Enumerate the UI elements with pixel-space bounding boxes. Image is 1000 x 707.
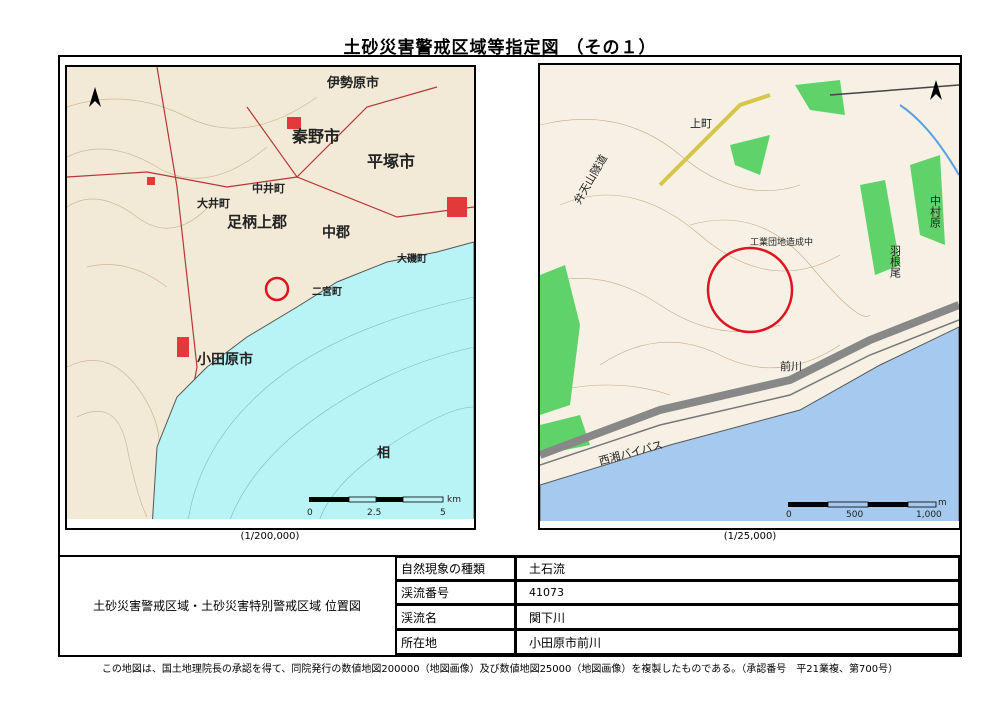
map-label: 工業団地造成中 — [750, 236, 813, 248]
map-label: 大磯町 — [397, 252, 427, 265]
north-arrow-icon — [930, 80, 942, 100]
location-marker-circle — [264, 276, 290, 302]
map-label: 二宮町 — [312, 285, 342, 298]
map-label: 中郡 — [322, 224, 350, 241]
map-label: 大井町 — [197, 196, 230, 210]
north-arrow-icon — [89, 87, 101, 107]
right-scale-caption: (1/25,000) — [723, 531, 777, 542]
detail-map[interactable]: 上町 工業団地造成中 前川 西湘バイパス 中村原 羽根尾 弁天山隧道 0 500 1… — [538, 63, 961, 530]
overview-map[interactable]: 伊勢原市 秦野市 平塚市 足柄上郡 中郡 大磯町 二宮町 小田原市 中井町 大井… — [65, 65, 476, 530]
map-label: 前川 — [780, 359, 802, 373]
map-label: 中村原 — [929, 195, 942, 228]
map-label: 足柄上郡 — [227, 213, 287, 231]
table-heading: 土砂災害警戒区域・土砂災害特別警戒区域 位置図 — [93, 599, 361, 613]
svg-text:m: m — [938, 498, 947, 508]
svg-text:0: 0 — [307, 508, 313, 518]
row-label: 所在地 — [395, 629, 516, 655]
map-label: 羽根尾 — [889, 245, 902, 278]
svg-text:0: 0 — [786, 510, 792, 520]
row-value: 関下川 — [515, 604, 960, 630]
location-marker-circle — [706, 246, 794, 334]
map-label: 相 — [377, 445, 390, 461]
scale-bar: 0 2.5 5km — [307, 495, 461, 518]
svg-text:2.5: 2.5 — [367, 508, 381, 518]
row-label: 渓流番号 — [395, 580, 516, 605]
row-value: 41073 — [515, 580, 960, 605]
page-title: 土砂災害警戒区域等指定図 （その１） — [343, 38, 657, 58]
map-label: 小田原市 — [197, 351, 253, 368]
row-value: 小田原市前川 — [515, 629, 960, 655]
document-frame — [58, 55, 962, 657]
svg-text:5: 5 — [440, 508, 446, 518]
copyright-footer: この地図は、国土地理院長の承認を得て、同院発行の数値地図200000（地図画像）… — [101, 664, 899, 675]
svg-text:km: km — [447, 495, 461, 505]
row-label: 自然現象の種類 — [395, 556, 516, 581]
row-value: 土石流 — [515, 556, 960, 581]
map-label: 平塚市 — [367, 152, 415, 171]
map-label: 中井町 — [252, 181, 285, 195]
scale-bar: 0 500 1,000 m — [786, 498, 947, 520]
row-label: 渓流名 — [395, 604, 516, 630]
map-label: 秦野市 — [291, 127, 340, 146]
svg-text:1,000: 1,000 — [916, 510, 942, 520]
map-label: 伊勢原市 — [326, 75, 379, 91]
svg-text:500: 500 — [846, 510, 863, 520]
map-label: 上町 — [690, 117, 712, 130]
left-scale-caption: (1/200,000) — [240, 531, 300, 542]
